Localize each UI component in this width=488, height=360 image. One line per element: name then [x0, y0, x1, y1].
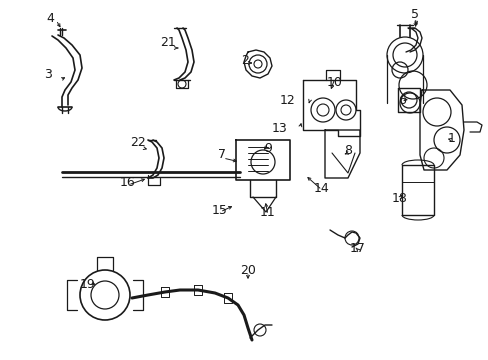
Text: 2: 2 — [241, 54, 248, 67]
Text: 14: 14 — [313, 181, 329, 194]
Text: 4: 4 — [46, 12, 54, 24]
Text: 18: 18 — [391, 192, 407, 204]
Text: 9: 9 — [264, 141, 271, 154]
Text: 16: 16 — [120, 175, 136, 189]
Text: 20: 20 — [240, 264, 255, 276]
Text: 13: 13 — [271, 122, 287, 135]
Text: 6: 6 — [397, 94, 405, 107]
Text: 15: 15 — [212, 203, 227, 216]
Text: 7: 7 — [218, 148, 225, 162]
Text: 19: 19 — [80, 279, 96, 292]
Text: 3: 3 — [44, 68, 52, 81]
Text: 17: 17 — [349, 242, 365, 255]
Text: 11: 11 — [260, 206, 275, 219]
Text: 5: 5 — [410, 9, 418, 22]
Text: 12: 12 — [280, 94, 295, 107]
Text: 8: 8 — [343, 144, 351, 157]
Text: 1: 1 — [447, 131, 455, 144]
Text: 21: 21 — [160, 36, 176, 49]
Text: 22: 22 — [130, 136, 145, 149]
Text: 10: 10 — [326, 76, 342, 89]
